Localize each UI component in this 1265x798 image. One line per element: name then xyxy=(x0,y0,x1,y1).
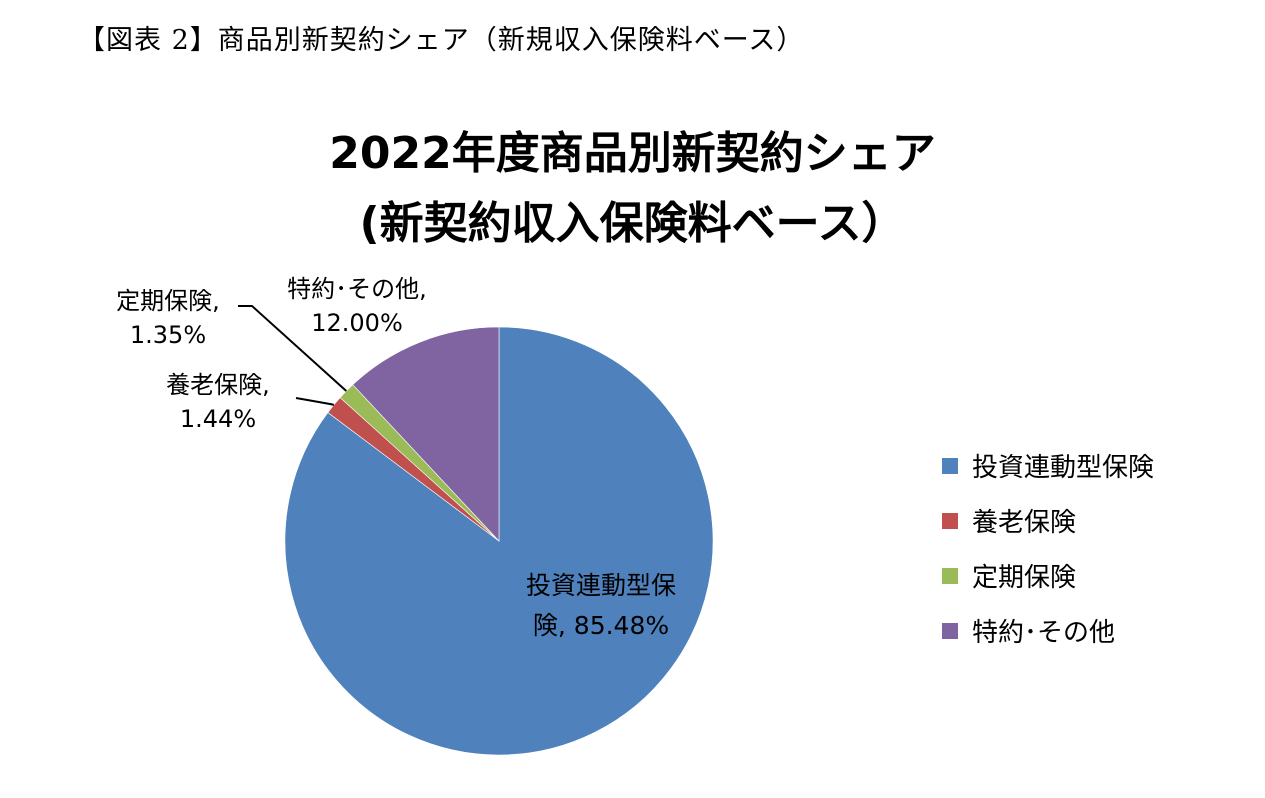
legend-label-riders-other: 特約･その他 xyxy=(972,618,1116,648)
leader-line-endowment xyxy=(295,397,335,406)
pie-slices xyxy=(284,326,714,756)
slice-label-investment-linked-line2: 険, 85.48% xyxy=(532,611,670,640)
legend-label-investment-linked: 投資連動型保険 xyxy=(972,453,1155,483)
legend-item-investment-linked: 投資連動型保険 xyxy=(942,438,1154,493)
legend-swatch-investment-linked xyxy=(942,457,958,474)
legend-item-endowment: 養老保険 xyxy=(942,493,1154,548)
slice-label-term-line2: 1.35% xyxy=(129,321,207,349)
slice-label-term: 定期保険, 1.35% xyxy=(88,284,248,352)
slice-label-riders-other-line2: 12.00% xyxy=(311,309,403,337)
legend-swatch-term xyxy=(942,567,958,584)
slice-label-endowment-line1: 養老保険, xyxy=(166,371,270,399)
slice-label-riders-other-line1: 特約･その他, xyxy=(287,275,427,303)
chart-title-line1: 2022年度商品別新契約シェア xyxy=(329,128,936,179)
leader-line-term xyxy=(238,305,347,392)
slice-label-investment-linked: 投資連動型保 険, 85.48% xyxy=(486,566,716,646)
slice-label-endowment-line2: 1.44% xyxy=(179,405,257,433)
legend-item-riders-other: 特約･その他 xyxy=(942,603,1154,658)
chart-legend: 投資連動型保険 養老保険 定期保険 特約･その他 xyxy=(942,438,1154,658)
figure-caption: 【図表 2】商品別新契約シェア（新規収入保険料ベース） xyxy=(78,25,805,56)
slice-label-endowment: 養老保険, 1.44% xyxy=(138,368,298,436)
leader-lines xyxy=(238,305,347,406)
legend-swatch-riders-other xyxy=(942,622,958,639)
legend-label-term: 定期保険 xyxy=(972,563,1077,593)
slice-label-investment-linked-line1: 投資連動型保 xyxy=(525,571,676,600)
slice-label-term-line1: 定期保険, xyxy=(116,287,220,315)
slice-label-riders-other: 特約･その他, 12.00% xyxy=(262,272,452,340)
chart-title-line2: (新契約収入保険料ベース） xyxy=(359,198,906,249)
legend-swatch-endowment xyxy=(942,512,958,529)
pie-slice-riders-other xyxy=(352,326,500,542)
legend-label-endowment: 養老保険 xyxy=(972,508,1077,538)
legend-item-term: 定期保険 xyxy=(942,548,1154,603)
